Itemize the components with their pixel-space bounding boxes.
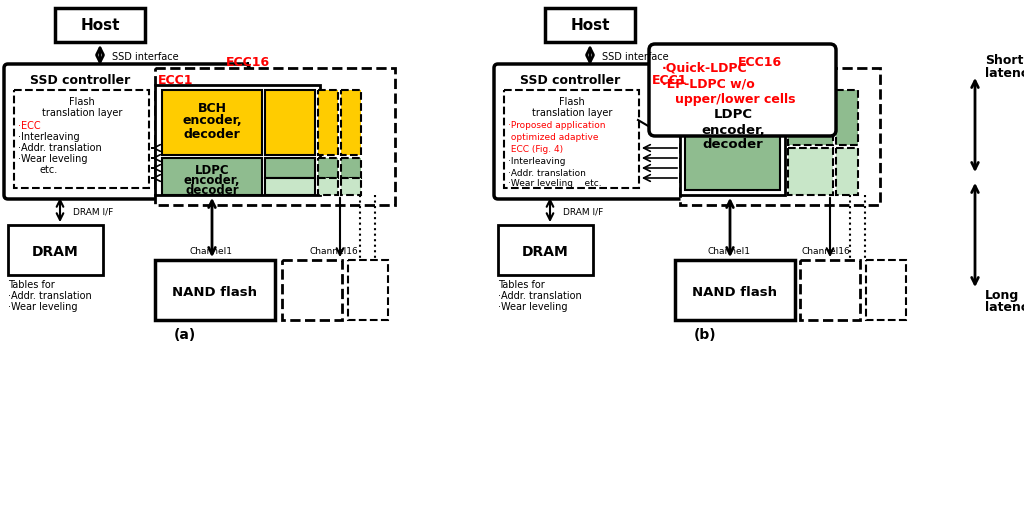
Text: DRAM I/F: DRAM I/F <box>563 207 603 216</box>
Bar <box>265 158 315 178</box>
Bar <box>162 158 262 195</box>
Text: ECC1: ECC1 <box>652 74 687 87</box>
Text: (b): (b) <box>693 328 717 342</box>
Bar <box>265 90 315 155</box>
Text: ·Addr. translation: ·Addr. translation <box>498 291 582 301</box>
Bar <box>162 90 262 155</box>
Text: SSD controller: SSD controller <box>30 74 130 87</box>
Bar <box>341 90 361 155</box>
Text: ·ECC: ·ECC <box>18 121 41 131</box>
Bar <box>341 158 361 178</box>
Text: translation layer: translation layer <box>42 108 122 118</box>
Text: Flash: Flash <box>70 97 95 107</box>
Bar <box>348 260 388 320</box>
Text: LDPC: LDPC <box>195 163 229 176</box>
Bar <box>341 178 361 195</box>
Text: Tables for: Tables for <box>8 280 54 290</box>
Text: ·Quick-LDPC: ·Quick-LDPC <box>662 61 748 75</box>
Text: Tables for: Tables for <box>498 280 545 290</box>
Bar <box>155 68 395 205</box>
Text: ·Wear leveling: ·Wear leveling <box>498 302 567 312</box>
Bar <box>14 90 150 188</box>
Text: DRAM: DRAM <box>32 245 79 259</box>
Text: ·Wear leveling: ·Wear leveling <box>18 154 87 164</box>
Text: SSD interface: SSD interface <box>602 52 669 62</box>
Text: SSD controller: SSD controller <box>520 74 621 87</box>
FancyBboxPatch shape <box>4 64 249 199</box>
Text: Channel1: Channel1 <box>190 247 233 257</box>
Bar <box>836 148 858 195</box>
Text: encoder,: encoder, <box>183 174 241 188</box>
Bar <box>788 90 833 145</box>
Bar <box>685 90 780 190</box>
Text: latency: latency <box>985 302 1024 314</box>
Text: ·EP-LDPC w/o: ·EP-LDPC w/o <box>662 78 755 91</box>
Text: ·Interleaving: ·Interleaving <box>18 132 80 142</box>
Text: BCH: BCH <box>198 101 226 115</box>
Bar <box>282 260 342 320</box>
Text: decoder: decoder <box>183 127 241 140</box>
Bar <box>504 90 639 188</box>
Text: DRAM I/F: DRAM I/F <box>73 207 114 216</box>
Text: ·Addr. translation: ·Addr. translation <box>18 143 101 153</box>
Text: NAND flash: NAND flash <box>172 285 257 299</box>
Text: Host: Host <box>80 18 120 33</box>
Text: Flash: Flash <box>559 97 585 107</box>
Text: (a): (a) <box>174 328 197 342</box>
Text: SSD interface: SSD interface <box>112 52 178 62</box>
Bar <box>498 225 593 275</box>
Bar <box>318 90 338 155</box>
FancyBboxPatch shape <box>494 64 739 199</box>
Text: encoder,: encoder, <box>182 115 242 127</box>
Bar <box>318 178 338 195</box>
Text: ECC (Fig. 4): ECC (Fig. 4) <box>508 146 563 155</box>
Text: Channel1: Channel1 <box>708 247 751 257</box>
Text: ·Addr. translation: ·Addr. translation <box>8 291 92 301</box>
Text: LDPC: LDPC <box>714 108 753 122</box>
Bar <box>675 260 795 320</box>
Bar <box>866 260 906 320</box>
Bar <box>800 260 860 320</box>
Text: ·Wear leveling: ·Wear leveling <box>8 302 78 312</box>
Text: Host: Host <box>570 18 609 33</box>
Text: ECC16: ECC16 <box>738 55 782 68</box>
Bar <box>55 8 145 42</box>
Text: ·Addr. translation: ·Addr. translation <box>508 168 586 177</box>
Text: latency: latency <box>985 67 1024 81</box>
Text: ·Wear leveling    etc.: ·Wear leveling etc. <box>508 178 602 188</box>
Bar <box>788 148 833 195</box>
Text: decoder: decoder <box>185 185 239 198</box>
FancyBboxPatch shape <box>649 44 836 136</box>
Text: Channel16: Channel16 <box>310 247 358 257</box>
Bar <box>155 85 319 195</box>
Text: translation layer: translation layer <box>531 108 612 118</box>
Text: NAND flash: NAND flash <box>692 285 777 299</box>
Text: etc.: etc. <box>40 165 58 175</box>
Bar <box>265 178 315 195</box>
Bar <box>545 8 635 42</box>
Text: decoder: decoder <box>702 138 763 152</box>
Bar <box>8 225 103 275</box>
Text: DRAM: DRAM <box>521 245 568 259</box>
Text: Short: Short <box>985 54 1023 66</box>
Text: Long: Long <box>985 288 1019 302</box>
Text: optimized adaptive: optimized adaptive <box>508 133 598 142</box>
Text: upper/lower cells: upper/lower cells <box>675 93 796 106</box>
Text: encoder,: encoder, <box>701 124 765 136</box>
Text: ECC16: ECC16 <box>226 55 270 68</box>
Text: ECC1: ECC1 <box>158 74 194 87</box>
Bar <box>155 260 275 320</box>
Bar <box>836 90 858 145</box>
Text: Channel16: Channel16 <box>802 247 851 257</box>
Text: ·Interleaving: ·Interleaving <box>508 158 565 166</box>
Text: ·Proposed application: ·Proposed application <box>508 122 605 130</box>
Bar <box>680 68 880 205</box>
Bar <box>318 158 338 178</box>
Bar <box>680 85 785 195</box>
